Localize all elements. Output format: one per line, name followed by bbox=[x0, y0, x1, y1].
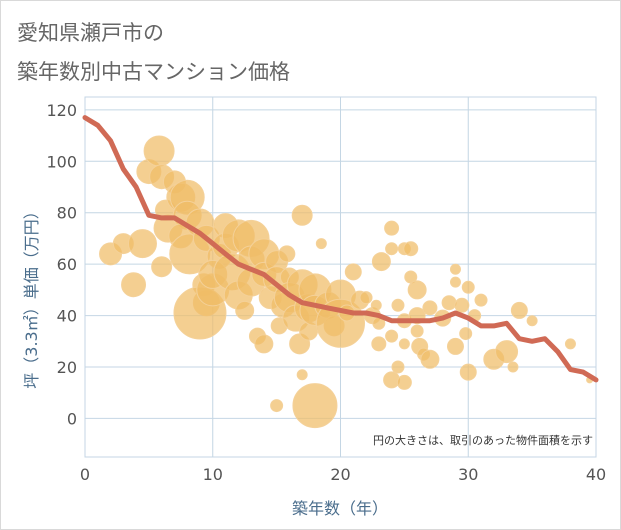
bubble-point bbox=[396, 374, 412, 390]
bubble-point bbox=[270, 399, 284, 413]
y-tick-label: 0 bbox=[67, 409, 77, 428]
bubble-point bbox=[143, 135, 175, 167]
x-axis-label: 築年数（年） bbox=[292, 499, 388, 518]
bubble-point bbox=[564, 338, 576, 350]
bubble-point bbox=[461, 280, 475, 294]
bubble-point bbox=[292, 383, 338, 429]
bubble-series bbox=[99, 135, 594, 429]
bubble-point bbox=[454, 297, 470, 313]
y-tick-label: 40 bbox=[57, 307, 77, 326]
bubble-point bbox=[384, 220, 400, 236]
bubble-point bbox=[510, 301, 528, 319]
chart-title-line-1: 愛知県瀬戸市の bbox=[17, 21, 164, 45]
y-tick-label: 80 bbox=[57, 204, 77, 223]
bubble-point bbox=[315, 238, 327, 250]
x-tick-label: 20 bbox=[330, 465, 350, 484]
axis-ticks: 0 20 40 60 80 100 120 0 10 20 30 40 bbox=[46, 101, 606, 484]
y-tick-label: 120 bbox=[46, 101, 77, 120]
bubble-point bbox=[344, 263, 362, 281]
bubble-point bbox=[371, 336, 387, 352]
x-tick-label: 40 bbox=[586, 465, 606, 484]
y-tick-label: 60 bbox=[57, 255, 77, 274]
bubble-point bbox=[507, 361, 519, 373]
bubble-point bbox=[459, 363, 477, 381]
x-tick-label: 10 bbox=[203, 465, 223, 484]
bubble-point bbox=[385, 329, 399, 343]
bubble-point bbox=[420, 349, 440, 369]
y-tick-label: 20 bbox=[57, 358, 77, 377]
y-axis-label: 坪（3.3㎡）単価（万円） bbox=[22, 203, 41, 388]
bubble-point bbox=[449, 263, 461, 275]
bubble-point bbox=[422, 300, 438, 316]
bubble-point bbox=[296, 369, 308, 381]
bubble-point bbox=[449, 276, 461, 288]
bubble-point bbox=[446, 337, 464, 355]
x-tick-label: 30 bbox=[458, 465, 478, 484]
bubble-point bbox=[403, 241, 419, 257]
bubble-point bbox=[291, 204, 313, 226]
bubble-point bbox=[278, 245, 296, 263]
bubble-point bbox=[383, 371, 401, 389]
bubble-point bbox=[121, 272, 147, 298]
bubble-point bbox=[391, 298, 405, 312]
bubble-point bbox=[441, 295, 457, 311]
bubble-point bbox=[495, 340, 519, 364]
bubble-point bbox=[391, 360, 405, 374]
bubble-point bbox=[127, 229, 157, 259]
bubble-point bbox=[370, 299, 382, 311]
bubble-point bbox=[398, 338, 410, 350]
bubble-point bbox=[235, 300, 255, 320]
chart-title-line-2: 築年数別中古マンション価格 bbox=[17, 60, 290, 84]
bubble-point bbox=[151, 256, 173, 278]
x-tick-label: 0 bbox=[80, 465, 90, 484]
bubble-point bbox=[407, 280, 427, 300]
bubble-size-note: 円の大きさは、取引のあった物件面積を示す bbox=[373, 433, 593, 447]
bubble-point bbox=[474, 293, 488, 307]
bubble-point bbox=[410, 324, 424, 338]
bubble-point bbox=[254, 334, 274, 354]
bubble-point bbox=[371, 252, 391, 272]
bubble-point bbox=[359, 291, 373, 305]
bubble-point bbox=[459, 327, 473, 341]
y-tick-label: 100 bbox=[46, 152, 77, 171]
median-price-line bbox=[82, 115, 599, 383]
bubble-point bbox=[526, 315, 538, 327]
bubble-point bbox=[385, 242, 399, 256]
